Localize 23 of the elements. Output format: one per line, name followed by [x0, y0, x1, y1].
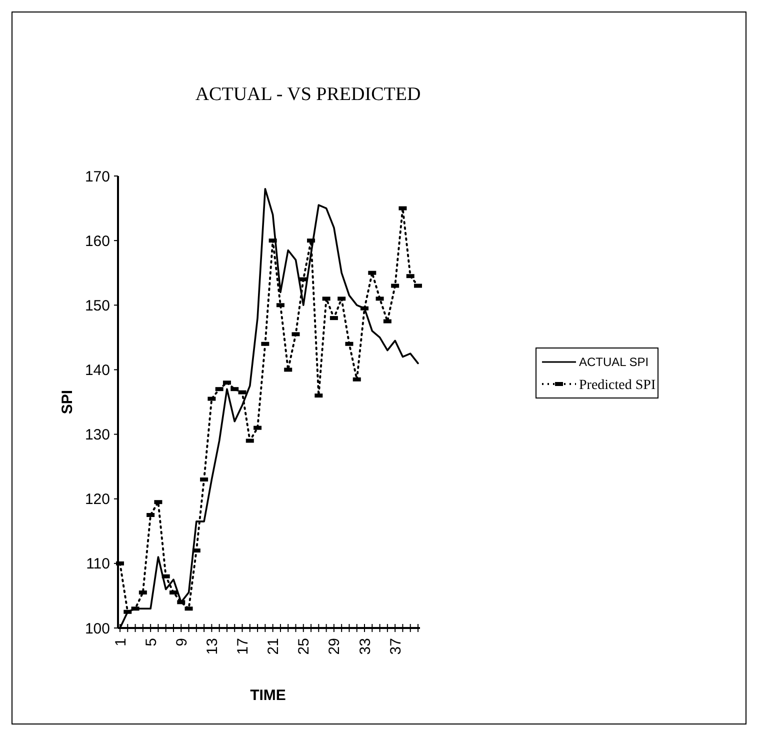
y-axis-title: SPI: [59, 390, 76, 414]
x-tick-label: 21: [265, 638, 282, 655]
y-tick-label: 170: [84, 168, 110, 186]
y-tick-label: 110: [86, 556, 110, 573]
x-tick-label: 17: [234, 638, 252, 655]
x-tick-label: 1: [112, 638, 130, 646]
x-tick-label: 29: [326, 638, 344, 655]
chart-title: ACTUAL - VS PREDICTED: [195, 84, 421, 105]
x-tick-label: 5: [142, 638, 160, 646]
x-tick-label: 25: [296, 638, 313, 655]
y-tick-label: 100: [84, 620, 110, 638]
x-tick-label: 9: [173, 638, 190, 646]
y-tick-label: 160: [84, 232, 110, 250]
legend-label: ACTUAL SPI: [579, 355, 649, 370]
y-tick-label: 130: [84, 426, 110, 444]
x-tick-label: 33: [356, 638, 374, 655]
legend-label: Predicted SPI: [579, 378, 656, 393]
y-tick-label: 140: [84, 362, 110, 379]
y-tick-label: 120: [84, 491, 110, 508]
x-tick-label: 13: [204, 638, 221, 655]
y-tick-label: 150: [84, 297, 110, 314]
x-axis-title: TIME: [250, 687, 286, 704]
x-tick-label: 37: [387, 638, 404, 655]
